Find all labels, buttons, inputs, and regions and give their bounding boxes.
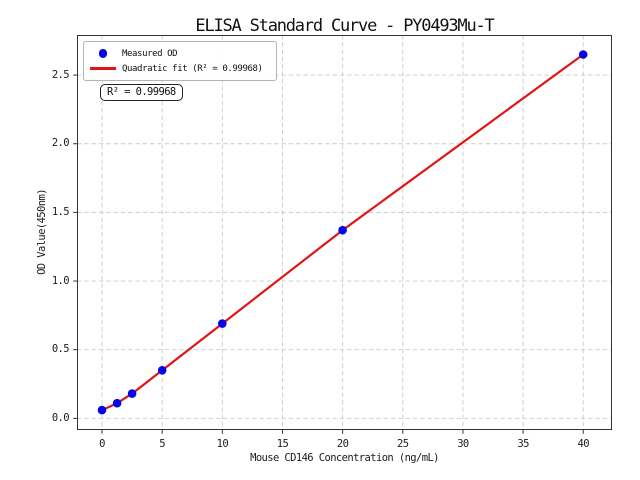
legend-line-marker-icon (90, 67, 116, 70)
y-tick-label: 2.5 (51, 68, 70, 81)
x-tick-label: 0 (99, 438, 105, 450)
x-tick-label: 15 (276, 438, 289, 450)
legend-label: Quadratic fit (R² = 0.99968) (122, 63, 263, 74)
tick-marks (73, 74, 584, 434)
plot-border (77, 35, 612, 430)
y-tick-label: 2.0 (51, 137, 70, 150)
y-tick-label: 0.5 (51, 343, 70, 356)
y-tick-label: 0.0 (51, 411, 70, 424)
legend-dot-marker-icon (98, 49, 108, 58)
data-point (127, 389, 137, 398)
data-points (97, 50, 588, 415)
legend-label: Measured OD (122, 48, 178, 59)
r-squared-annotation: R² = 0.99968 (100, 84, 183, 101)
chart-title: ELISA Standard Curve - PY0493Mu-T (195, 16, 494, 36)
legend-item-measured-od: Measured OD (88, 46, 270, 61)
data-point (112, 398, 122, 408)
legend: Measured OD Quadratic fit (R² = 0.99968) (83, 41, 277, 81)
legend-item-quadratic-fit: Quadratic fit (R² = 0.99968) (88, 61, 270, 76)
y-tick-label: 1.0 (51, 274, 70, 287)
x-tick-label: 20 (336, 438, 349, 450)
x-tick-label: 35 (517, 438, 529, 450)
x-axis-label: Mouse CD146 Concentration (ng/mL) (250, 452, 439, 464)
x-tick-label: 10 (216, 438, 229, 450)
data-point (157, 366, 167, 375)
data-point (578, 50, 588, 59)
data-point (218, 319, 227, 328)
x-tick-label: 30 (457, 438, 469, 450)
data-point (97, 405, 107, 415)
x-tick-label: 5 (159, 438, 166, 450)
data-point (338, 225, 347, 235)
y-tick-label: 1.5 (51, 205, 70, 218)
y-axis-label: OD Value(450nm) (36, 189, 48, 275)
x-tick-label: 40 (577, 438, 590, 450)
x-tick-label: 25 (397, 438, 409, 450)
